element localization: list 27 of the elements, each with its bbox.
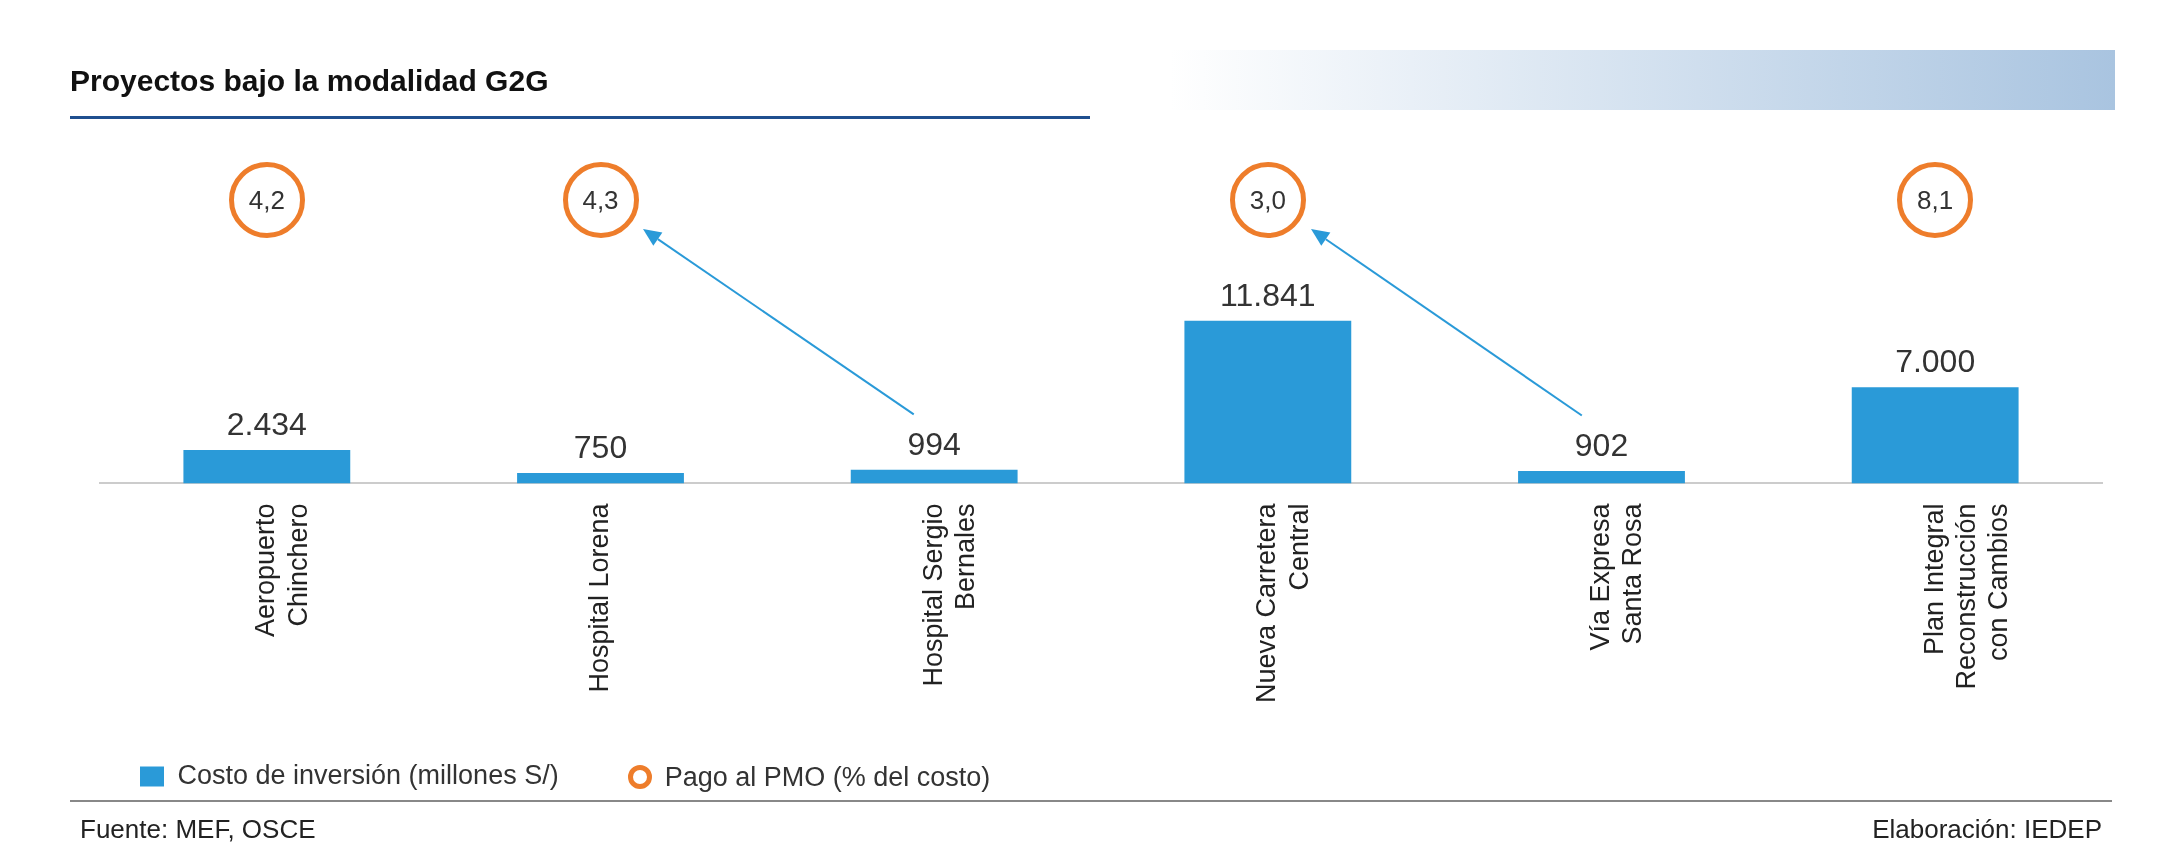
text: Pago al PMO (% del costo): [664, 761, 991, 792]
text: 4,3: [582, 184, 619, 216]
chart-title: Proyectos bajo la modalidad G2G: [70, 64, 549, 98]
source-note: Fuente: MEF, OSCE: [80, 814, 316, 845]
bar: [1518, 471, 1685, 484]
data-label: 750: [573, 428, 628, 465]
text: 8,1: [1917, 184, 1954, 216]
x-tick-label: Nueva Carretera Central: [1251, 502, 1314, 704]
bar: [850, 469, 1018, 484]
x-tick-label: Hospital Lorena: [583, 502, 614, 693]
data-label: 11.841: [1220, 276, 1316, 313]
x-tick-label: Plan Integral Reconstrucción con Cambios: [1918, 503, 2014, 690]
data-label: 7.000: [1895, 343, 1976, 380]
x-tick-label: Aeropuerto Chinchero: [250, 503, 313, 638]
bar: [183, 449, 351, 484]
x-tick-label: Vía Expresa Santa Rosa: [1584, 502, 1648, 651]
bar: [1184, 320, 1352, 484]
text: Elaboración: IEDEP: [1872, 814, 2102, 845]
text: 4,2: [248, 184, 285, 216]
data-label: 902: [1574, 426, 1629, 463]
text: 3,0: [1249, 184, 1286, 216]
bar: [1851, 387, 2019, 484]
bar: [517, 473, 684, 484]
data-label: 2.434: [226, 405, 307, 442]
legend-label: Costo de inversión (millones S/): [177, 759, 559, 790]
x-tick-label: Hospital Sergio Bernales: [917, 503, 981, 687]
data-label: 994: [907, 425, 961, 462]
